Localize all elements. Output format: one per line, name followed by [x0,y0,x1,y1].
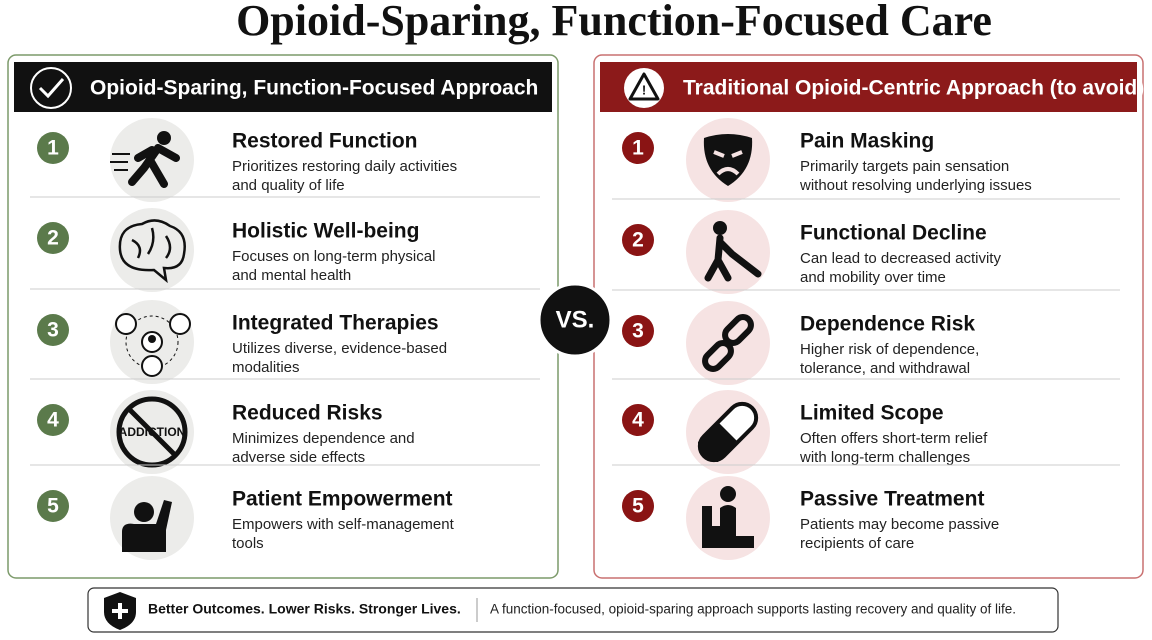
item-title: Holistic Well-being [232,220,419,243]
item-title: Pain Masking [800,130,934,153]
item-title: Limited Scope [800,402,944,425]
icon-shape [110,153,130,171]
vs-badge [537,282,613,358]
icon-shape [122,500,172,552]
item-icon [702,486,754,548]
left-header-bar [14,62,552,112]
item-icon [702,314,754,372]
icon-shape [703,134,753,186]
warning-mark: ! [642,82,646,97]
icon-shape [713,221,727,235]
item-description: tolerance, and withdrawal [800,360,970,377]
icon-shape [157,131,171,145]
item-description: Utilizes diverse, evidence-based [232,340,447,357]
page-title: Opioid-Sparing, Function-Focused Care [236,0,992,45]
item-description: Minimizes dependence and [232,430,415,447]
icon-shape [127,407,177,457]
left-header: Opioid-Sparing, Function-Focused Approac… [90,77,538,100]
item-description: Patients may become passive [800,516,999,533]
footer-box [87,587,1059,633]
icon-shape [713,150,743,176]
item-number: 3 [632,320,644,343]
number-badge [622,404,654,436]
item-description: modalities [232,359,300,376]
item-description: and mobility over time [800,269,946,286]
icon-shape [702,505,754,548]
number-badge [37,132,69,164]
icon-shape [128,144,180,188]
item-number: 5 [632,495,644,518]
item-description: without resolving underlying issues [799,177,1032,194]
check-icon [30,67,72,109]
item-description: Can lead to decreased activity [800,250,1001,267]
warning-triangle [628,72,660,101]
item-description: Prioritizes restoring daily activities [232,158,457,175]
icon-shape [720,486,736,502]
check-mark [38,78,65,99]
icon-shape [118,219,186,284]
footer-tagline: Better Outcomes. Lower Risks. Stronger L… [148,601,461,617]
number-badge [622,132,654,164]
item-number: 2 [632,229,644,252]
item-description: recipients of care [800,535,914,552]
icon-shape [115,313,137,335]
vs-label: VS. [556,306,595,333]
item-title: Functional Decline [800,222,987,245]
item-title: Restored Function [232,130,418,153]
item-title: Reduced Risks [232,402,383,425]
item-icon [110,131,180,188]
item-description: Empowers with self-management [232,516,455,533]
icon-shape [169,313,191,335]
item-number: 2 [47,227,59,250]
icon-circle [110,208,194,292]
item-description: Often offers short-term relief [800,430,988,447]
icon-shape [134,502,154,522]
number-badge [37,314,69,346]
number-badge [37,222,69,254]
item-number: 1 [47,137,59,160]
item-description: and mental health [232,267,351,284]
right-header: Traditional Opioid-Centric Approach (to … [683,77,1144,100]
number-badge [37,404,69,436]
icon-shape [704,234,762,282]
item-description: and quality of life [232,177,345,194]
item-description: Primarily targets pain sensation [800,158,1009,175]
item-description: adverse side effects [232,449,365,466]
icon-shape [702,340,734,372]
number-badge [622,490,654,522]
number-badge [622,224,654,256]
item-icon [115,313,191,377]
icon-shape [141,355,163,377]
item-description: Higher risk of dependence, [800,341,979,358]
item-icon [704,221,762,282]
item-number: 4 [632,409,644,432]
item-number: 4 [47,409,59,432]
item-description: tools [232,535,264,552]
item-number: 5 [47,495,59,518]
item-icon [118,219,186,284]
item-number: 3 [47,319,59,342]
item-title: Patient Empowerment [232,488,453,511]
item-title: Passive Treatment [800,488,984,511]
icon-shape [125,315,179,369]
item-number: 1 [632,137,644,160]
right-header-bar [600,62,1137,112]
shield-cross [112,603,128,619]
footer-text: A function-focused, opioid-sparing appro… [490,602,1016,617]
icon-shape [722,314,754,346]
item-title: Integrated Therapies [232,312,439,335]
number-badge [37,490,69,522]
icon-shape [698,422,738,462]
number-badge [622,315,654,347]
item-icon [122,500,172,552]
item-icon [703,134,753,186]
item-description: Focuses on long-term physical [232,248,435,265]
icon-shape [148,335,156,343]
item-icon [697,401,759,463]
item-title: Dependence Risk [800,313,975,336]
item-description: with long-term challenges [799,449,970,466]
